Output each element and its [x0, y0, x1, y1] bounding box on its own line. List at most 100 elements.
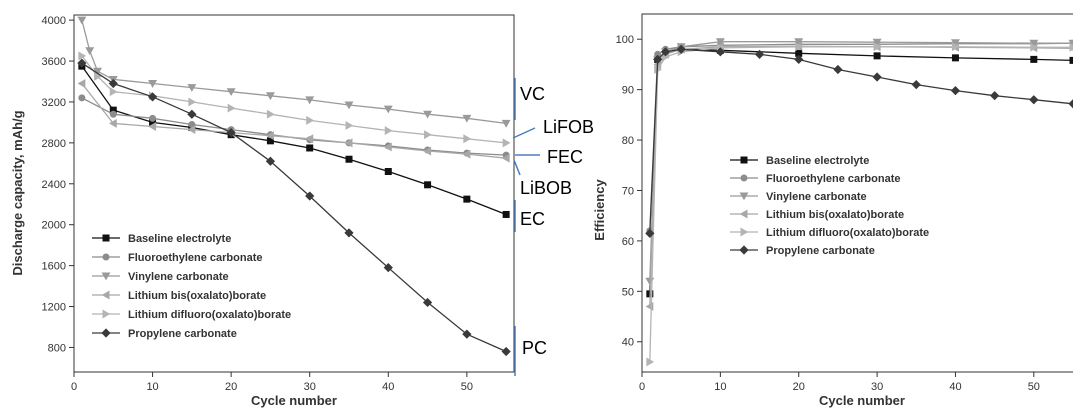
- right-point-propylene-carbonate: [833, 64, 843, 75]
- right-line-propylene-carbonate: [649, 48, 1073, 234]
- left-series-propylene-carbonate: [77, 58, 511, 357]
- right-series-group: [645, 38, 1073, 367]
- left-series-lithium-bis-oxalato-borate: [77, 79, 510, 163]
- left-point-vinylene-carbonate: [305, 96, 315, 105]
- left-legend-label-lithium-difluoro-oxalato-borate: Lithium difluoro(oxalato)borate: [128, 309, 291, 321]
- left-point-lithium-bis-oxalato-borate: [187, 125, 196, 135]
- right-point-vinylene-carbonate: [950, 39, 960, 48]
- right-y-tick-label: 70: [622, 185, 634, 197]
- left-point-vinylene-carbonate: [77, 16, 87, 25]
- left-legend-label-baseline-electrolyte: Baseline electrolyte: [128, 233, 231, 245]
- right-point-vinylene-carbonate: [872, 38, 882, 47]
- right-legend-label-vinylene-carbonate: Vinylene carbonate: [766, 191, 867, 203]
- right-x-tick-label: 30: [871, 381, 883, 393]
- right-point-baseline-electrolyte: [951, 54, 959, 62]
- right-point-vinylene-carbonate: [794, 38, 804, 47]
- left-point-baseline-electrolyte: [463, 195, 471, 203]
- left-series-baseline-electrolyte: [78, 62, 510, 218]
- left-legend-marker-lithium-difluoro-oxalato-borate: [102, 309, 111, 319]
- right-point-vinylene-carbonate: [715, 38, 725, 47]
- left-point-vinylene-carbonate: [85, 47, 95, 56]
- right-point-propylene-carbonate: [653, 54, 663, 64]
- left-point-fluoroethylene-carbonate: [78, 94, 86, 102]
- left-point-lithium-difluoro-oxalato-borate: [227, 103, 236, 113]
- left-y-tick-label: 4000: [42, 15, 66, 27]
- left-y-tick-label: 1200: [42, 302, 66, 314]
- left-point-fluoroethylene-carbonate: [109, 110, 117, 118]
- left-point-vinylene-carbonate: [344, 101, 354, 110]
- right-legend-marker-lithium-difluoro-oxalato-borate: [740, 227, 749, 237]
- left-point-propylene-carbonate: [265, 156, 276, 166]
- left-point-vinylene-carbonate: [423, 110, 433, 119]
- left-legend-marker-lithium-bis-oxalato-borate: [101, 290, 110, 300]
- left-legend-label-propylene-carbonate: Propylene carbonate: [128, 328, 237, 340]
- right-y-tick-label: 50: [622, 286, 634, 298]
- annotation-libob: LiBOB: [520, 178, 572, 198]
- left-point-lithium-bis-oxalato-borate: [462, 149, 471, 159]
- left-point-lithium-bis-oxalato-borate: [108, 118, 117, 128]
- discharge-capacity-chart: 0 10 20 30 40 50 800 1200 1600 2000 2400 2800 3200 3…: [10, 14, 594, 408]
- left-point-vinylene-carbonate: [462, 114, 472, 123]
- left-plot-frame: [73, 14, 515, 373]
- left-legend-label-vinylene-carbonate: Vinylene carbonate: [128, 271, 229, 283]
- left-x-tick-label: 10: [146, 381, 158, 393]
- left-series-vinylene-carbonate: [77, 16, 511, 128]
- left-point-baseline-electrolyte: [384, 168, 392, 176]
- left-series-group: [77, 16, 511, 357]
- left-y-axis-ticks: 800 1200 1600 2000 2400 2800 3200 3600 4000: [42, 15, 74, 354]
- right-legend-marker-vinylene-carbonate: [739, 192, 749, 201]
- left-x-tick-label: 0: [71, 381, 77, 393]
- right-point-propylene-carbonate: [754, 49, 765, 59]
- right-point-propylene-carbonate: [990, 91, 1000, 101]
- right-x-axis-label: Cycle number: [819, 393, 905, 408]
- left-x-tick-label: 50: [461, 381, 473, 393]
- left-line-propylene-carbonate: [81, 62, 507, 353]
- left-point-vinylene-carbonate: [226, 88, 236, 97]
- right-legend-label-lithium-difluoro-oxalato-borate: Lithium difluoro(oxalato)borate: [766, 227, 929, 239]
- left-legend-marker-fluoroethylene-carbonate: [102, 253, 110, 261]
- right-legend-marker-fluoroethylene-carbonate: [740, 174, 748, 182]
- right-point-propylene-carbonate: [950, 86, 961, 96]
- right-x-tick-label: 0: [639, 381, 645, 393]
- left-point-propylene-carbonate: [77, 58, 87, 68]
- right-point-propylene-carbonate: [660, 47, 671, 57]
- left-point-propylene-carbonate: [108, 78, 118, 89]
- right-point-propylene-carbonate: [872, 72, 882, 82]
- left-line-baseline-electrolyte: [81, 65, 507, 216]
- left-point-lithium-bis-oxalato-borate: [305, 134, 314, 144]
- efficiency-chart: 0 10 20 30 40 50 40 50 60 70 80 90 100 Cycle number…: [592, 13, 1073, 408]
- right-x-tick-label: 40: [949, 381, 961, 393]
- left-point-vinylene-carbonate: [501, 119, 511, 128]
- left-x-tick-label: 40: [382, 381, 394, 393]
- left-series-lithium-difluoro-oxalato-borate: [78, 51, 511, 148]
- right-y-tick-label: 60: [622, 236, 634, 248]
- left-point-fluoroethylene-carbonate: [149, 114, 157, 122]
- left-point-lithium-difluoro-oxalato-borate: [94, 71, 102, 81]
- annotation-connector-libob: [513, 159, 521, 176]
- left-y-tick-label: 2800: [42, 138, 66, 150]
- right-point-vinylene-carbonate: [1029, 39, 1039, 48]
- left-point-lithium-bis-oxalato-borate: [501, 153, 510, 163]
- right-x-tick-label: 20: [793, 381, 805, 393]
- left-legend-label-lithium-bis-oxalato-borate: Lithium bis(oxalato)borate: [128, 290, 266, 302]
- left-x-axis-label: Cycle number: [251, 393, 337, 408]
- right-x-tick-label: 50: [1028, 381, 1040, 393]
- left-point-lithium-difluoro-oxalato-borate: [266, 109, 275, 119]
- left-point-baseline-electrolyte: [306, 144, 314, 152]
- left-x-axis-ticks: 0 10 20 30 40 50: [71, 372, 473, 393]
- left-y-tick-label: 2400: [42, 179, 66, 191]
- right-legend-marker-baseline-electrolyte: [740, 156, 748, 164]
- left-line-vinylene-carbonate: [81, 19, 507, 125]
- left-point-propylene-carbonate: [344, 228, 354, 238]
- left-legend-marker-vinylene-carbonate: [101, 272, 111, 281]
- left-point-propylene-carbonate: [501, 346, 511, 357]
- left-point-lithium-bis-oxalato-borate: [77, 79, 86, 88]
- left-y-tick-label: 1600: [42, 261, 66, 273]
- left-point-vinylene-carbonate: [187, 84, 197, 92]
- right-legend-label-lithium-bis-oxalato-borate: Lithium bis(oxalato)borate: [766, 209, 904, 221]
- left-line-lithium-bis-oxalato-borate: [81, 83, 507, 159]
- annotation-lifob: LiFOB: [543, 117, 594, 137]
- right-legend-label-propylene-carbonate: Propylene carbonate: [766, 245, 875, 257]
- right-point-baseline-electrolyte: [1069, 56, 1073, 64]
- right-series-lithium-difluoro-oxalato-borate: [646, 42, 1073, 367]
